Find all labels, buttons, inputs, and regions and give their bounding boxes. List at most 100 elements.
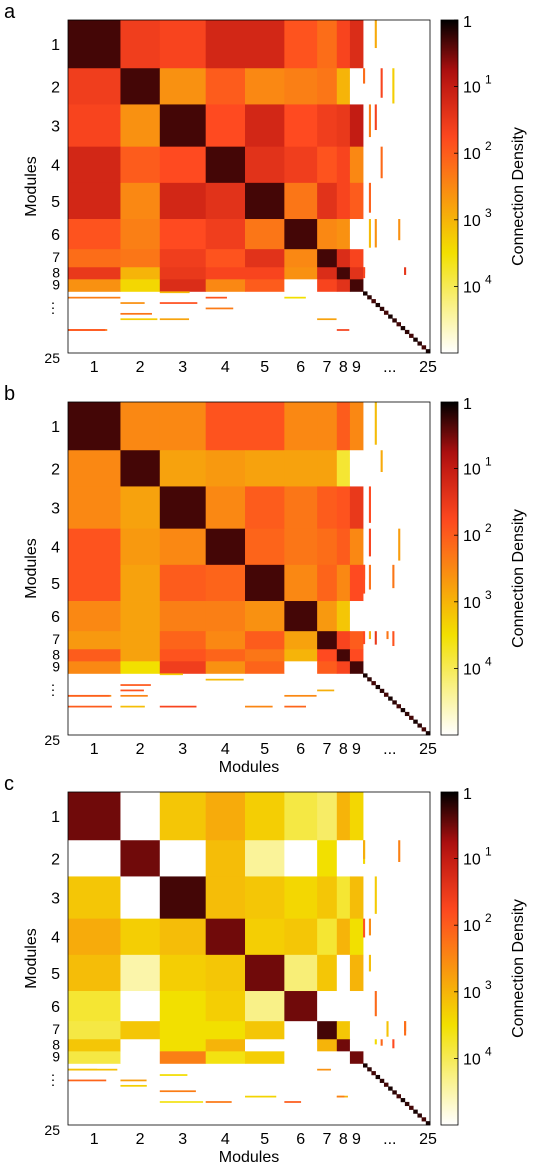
row-tick-label: 5 (51, 966, 60, 983)
heatmap-cell (336, 68, 351, 105)
diagonal-cell (363, 291, 368, 296)
heatmap-cell (336, 661, 351, 674)
tail-stripe (120, 694, 148, 697)
heatmap-cell (120, 182, 161, 220)
colorbar-tick-label: 1 (463, 14, 472, 31)
col-tick-label: 8 (339, 1131, 348, 1148)
heatmap-cell (205, 1021, 246, 1040)
heatmap-cell (336, 564, 351, 602)
heatmap-cell (68, 1051, 121, 1064)
heatmap-cell (120, 954, 161, 992)
heatmap-cell (205, 564, 246, 602)
row-tick-label: ⋮ (46, 300, 60, 316)
heatmap-cell (245, 68, 285, 105)
heatmap-cell (336, 991, 351, 1022)
row-tick-label: 25 (44, 732, 60, 748)
row-tick-label: 6 (51, 609, 60, 626)
heatmap-cell (205, 601, 246, 632)
colorbar-tick-exponent: 3 (485, 588, 492, 602)
plot-frame (67, 791, 431, 1126)
heatmap-cell (349, 876, 364, 920)
colorbar-label: Connection Density (510, 127, 527, 266)
heatmap-cell (120, 1039, 161, 1052)
heatmap-cell (159, 564, 207, 602)
heatmap-cell (68, 182, 121, 220)
heatmap-cell (284, 876, 318, 920)
heatmap-cell (159, 528, 207, 566)
heatmap-cell (120, 279, 161, 292)
diagonal-cell (400, 326, 406, 331)
heatmap-cell (349, 486, 364, 530)
heatmap-cell (159, 68, 207, 105)
heatmap-cell (68, 601, 121, 632)
col-tick-label: 3 (178, 1131, 187, 1148)
colorbar-tick-label: 10 (463, 80, 481, 97)
heatmap-cell (349, 1039, 364, 1052)
heatmap-cell (336, 649, 351, 662)
heatmap-cell (245, 279, 285, 292)
colorbar-tick-exponent: 4 (485, 272, 492, 286)
heatmap-cell (120, 402, 161, 451)
heatmap-cell (284, 249, 318, 268)
heatmap-cell (284, 564, 318, 602)
heatmap-cell (120, 918, 161, 956)
heatmap-cell (205, 249, 246, 268)
diagonal-cell (400, 1098, 406, 1103)
tail-stripe (120, 312, 152, 315)
diagonal-cell (383, 310, 389, 315)
diagonal-cell (383, 1082, 389, 1087)
heatmap-cell (120, 1021, 161, 1040)
colorbar (440, 791, 459, 1126)
heatmap-cell (120, 450, 161, 487)
heatmap-cell (317, 661, 338, 674)
heatmap-cell (245, 528, 285, 566)
tail-stripe (68, 296, 121, 299)
col-tick-label: 9 (352, 1131, 361, 1148)
heatmap-cell (284, 1021, 318, 1040)
heatmap-cell (68, 279, 121, 292)
heatmap-cells (68, 792, 364, 1064)
heatmap-cell (205, 792, 246, 841)
diagonal-cell (400, 708, 406, 713)
tail-stripe (368, 182, 371, 213)
col-tick-label: 7 (323, 1131, 332, 1148)
heatmap-cell (205, 402, 246, 451)
tail-stripe (120, 318, 158, 321)
heatmap-cell (159, 104, 207, 148)
diagonal-cell (396, 704, 402, 709)
colorbar-tick-exponent: 4 (485, 1044, 492, 1058)
tail-stripe (363, 564, 366, 594)
heatmap-cell (159, 954, 207, 992)
tail-stripe (205, 296, 227, 299)
colorbar-tick-exponent: 2 (485, 911, 492, 925)
row-tick-label: 8 (52, 1036, 60, 1052)
heatmap-cell (284, 840, 318, 877)
heatmap-cell (205, 918, 246, 956)
tail-stripe (392, 1039, 395, 1049)
heatmap-cell (317, 450, 338, 487)
heatmap-cell (317, 564, 338, 602)
colorbar-tick-label: 10 (463, 213, 481, 230)
colorbar-tick-label: 10 (463, 528, 481, 545)
tail-stripe (120, 1084, 147, 1087)
small-modules-tail (68, 402, 431, 736)
plot-frame (67, 19, 431, 354)
diagonal-cell (421, 345, 427, 350)
heatmap-cell (68, 528, 121, 566)
heatmap-cell (349, 146, 364, 184)
tail-stripe (404, 1021, 407, 1036)
heatmap-cell (336, 402, 351, 451)
heatmap-cell (336, 486, 351, 530)
diagonal-cell (388, 1086, 393, 1091)
heatmap-cell (336, 182, 351, 220)
row-tick-label: 7 (52, 631, 60, 647)
diagonal-cell (371, 681, 376, 686)
colorbar-tick-exponent: 2 (485, 521, 492, 535)
heatmap-cell (68, 649, 121, 662)
y-axis-label: Modules (23, 156, 40, 216)
heatmap-cell (159, 991, 207, 1022)
tail-stripe (336, 1095, 345, 1098)
heatmap-cell (245, 631, 285, 650)
row-tick-label: 1 (51, 419, 60, 436)
y-axis-label: Modules (23, 928, 40, 988)
